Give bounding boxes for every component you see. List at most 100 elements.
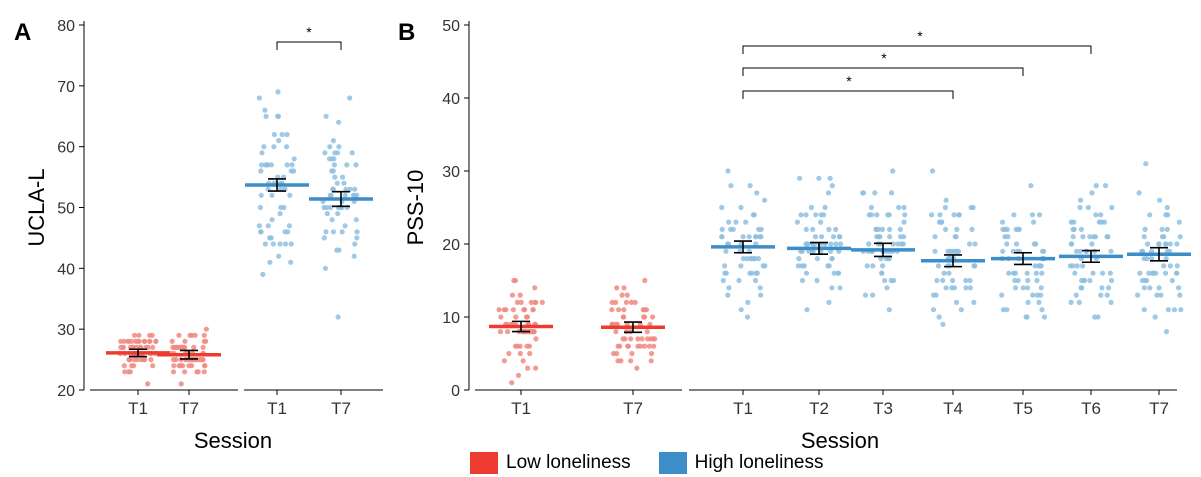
data-point: [971, 299, 977, 305]
x-tick-label: T1: [733, 399, 753, 418]
data-point: [1141, 285, 1147, 291]
data-point: [738, 307, 744, 313]
data-point: [808, 204, 815, 211]
data-point: [531, 329, 537, 335]
data-point: [632, 299, 638, 305]
data-point: [135, 338, 141, 344]
data-point: [126, 369, 132, 375]
data-point: [999, 219, 1006, 225]
data-point: [1093, 183, 1099, 189]
data-point: [1163, 212, 1169, 218]
data-point: [339, 229, 345, 235]
data-point: [1152, 314, 1158, 320]
data-point: [956, 212, 962, 218]
data-point: [281, 204, 287, 211]
data-point: [1142, 226, 1148, 232]
data-point: [614, 285, 620, 291]
data-point: [963, 285, 969, 291]
data-point: [150, 344, 156, 350]
data-point: [352, 192, 358, 198]
data-point: [258, 162, 265, 168]
data-point: [125, 338, 131, 344]
data-point: [1165, 307, 1171, 313]
data-point: [794, 219, 801, 225]
data-point: [930, 292, 937, 298]
data-point: [872, 190, 878, 196]
data-point: [795, 263, 801, 269]
data-point: [829, 256, 835, 262]
data-point: [812, 234, 819, 240]
data-point: [758, 292, 764, 298]
data-point: [201, 369, 207, 375]
data-point: [532, 299, 538, 305]
data-point: [1178, 307, 1184, 313]
data-point: [826, 299, 832, 305]
data-point: [256, 223, 262, 229]
data-point: [755, 256, 762, 262]
data-point: [501, 307, 507, 313]
data-point: [750, 212, 756, 218]
data-point: [932, 234, 938, 240]
data-point: [1038, 285, 1044, 291]
data-point: [837, 241, 844, 247]
data-point: [870, 292, 876, 298]
data-point: [121, 363, 127, 369]
data-point: [936, 314, 942, 320]
y-tick-label: 50: [442, 18, 460, 35]
data-point: [335, 314, 341, 320]
data-point: [810, 226, 816, 232]
data-point: [641, 343, 648, 349]
data-point: [120, 344, 126, 350]
data-point: [943, 197, 949, 203]
data-point: [757, 285, 763, 291]
y-tick-label: 20: [57, 383, 75, 400]
data-point: [1033, 241, 1039, 247]
data-point: [652, 336, 658, 342]
data-point: [934, 277, 940, 284]
data-point: [818, 219, 824, 225]
data-point: [1108, 277, 1115, 284]
data-point: [121, 338, 127, 344]
data-point: [890, 168, 896, 174]
data-point: [822, 204, 828, 211]
data-point: [621, 307, 627, 313]
data-point: [287, 192, 293, 198]
data-point: [1137, 270, 1143, 276]
data-point: [738, 263, 744, 269]
data-point: [271, 144, 277, 150]
y-tick-label: 0: [451, 383, 460, 400]
data-point: [352, 241, 358, 247]
data-point: [201, 332, 207, 338]
data-point: [1025, 299, 1031, 305]
x-tick-label: T1: [511, 399, 531, 418]
data-point: [1141, 234, 1147, 240]
data-point: [639, 336, 645, 342]
data-point: [262, 107, 268, 113]
data-point: [510, 307, 516, 313]
data-point: [1144, 256, 1150, 262]
data-point: [186, 363, 192, 369]
data-point: [972, 263, 978, 269]
x-tick-label: T7: [1149, 399, 1169, 418]
data-point: [1139, 277, 1145, 284]
data-point: [1090, 270, 1096, 276]
data-point: [958, 307, 964, 313]
data-point: [335, 211, 341, 217]
data-point: [967, 277, 973, 284]
data-point: [342, 192, 348, 198]
data-point: [341, 180, 347, 186]
data-point: [625, 343, 631, 349]
data-point: [641, 314, 647, 320]
data-point: [354, 235, 360, 241]
data-point: [744, 256, 750, 262]
data-point: [279, 131, 285, 138]
data-point: [1147, 212, 1153, 218]
data-point: [1006, 270, 1012, 276]
data-point: [720, 277, 726, 284]
data-point: [342, 223, 348, 229]
data-point: [804, 307, 810, 313]
data-point: [1177, 292, 1183, 298]
data-point: [1163, 256, 1169, 262]
data-point: [1163, 270, 1169, 276]
data-point: [1081, 277, 1087, 284]
